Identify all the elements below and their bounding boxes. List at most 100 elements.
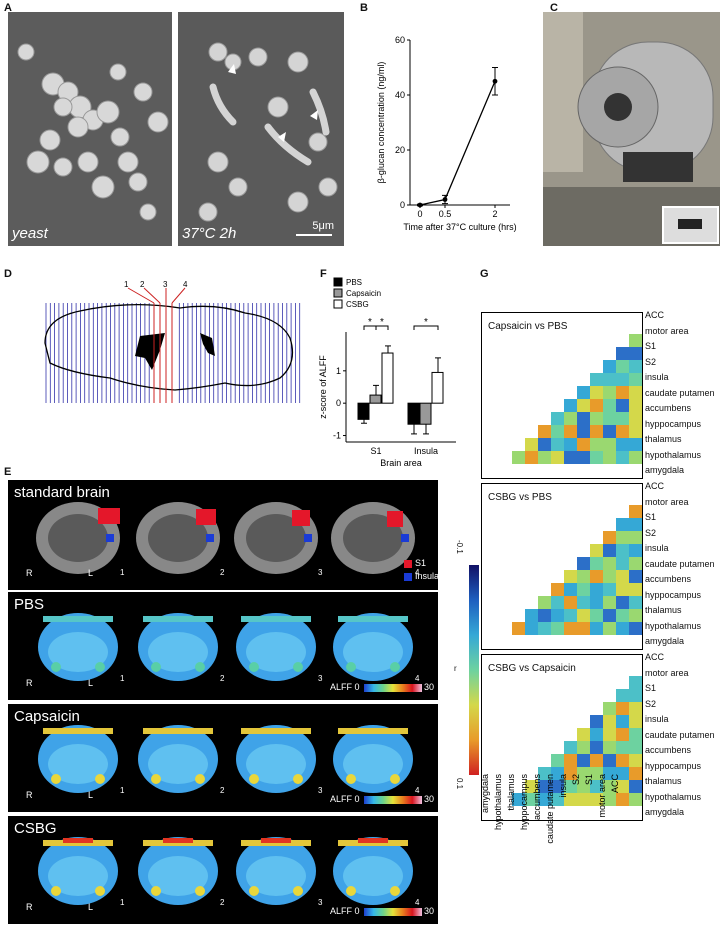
- e-side-l: L: [88, 678, 94, 688]
- panel-label-a: A: [4, 2, 12, 14]
- g-row-label: ACC: [645, 310, 665, 320]
- b-xtick: 0.5: [439, 209, 452, 219]
- e-cb-label: ALFF 0: [330, 906, 360, 916]
- panel-label-f: F: [320, 268, 327, 280]
- e-slice-number: 1: [120, 674, 125, 683]
- f-bar: [357, 402, 370, 420]
- e-cb-max: 30: [424, 682, 435, 692]
- e-row-title: PBS: [14, 596, 45, 613]
- g-row-label: S1: [645, 341, 657, 351]
- b-ytick: 0: [400, 200, 405, 210]
- b-xtick: 0: [417, 209, 422, 219]
- g-matrix-1: CSBG vs PBS: [481, 483, 643, 650]
- g-row-label: amygdala: [645, 636, 685, 646]
- e-slice-number: 2: [220, 786, 225, 795]
- hyphae-caption: 37°C 2h: [182, 225, 237, 242]
- g-row-label: insula: [645, 372, 669, 382]
- b-point: [492, 78, 498, 84]
- panel-label-c: C: [550, 2, 558, 14]
- g-col-label: motor area: [597, 774, 607, 818]
- r-colorbar-bottom-label: 0.1: [455, 778, 464, 790]
- e-side-r: R: [26, 568, 33, 578]
- e-slice-number: 3: [318, 568, 323, 577]
- g-row-label: hypothalamus: [645, 791, 702, 802]
- e-cb-max: 30: [424, 794, 435, 804]
- g-col-label: hypothalamus: [493, 774, 503, 831]
- b-ytick: 20: [395, 145, 405, 155]
- e-slice-number: 4: [415, 898, 420, 907]
- f-significance: *: [380, 317, 384, 328]
- f-ylabel: z-score of ALFF: [318, 355, 328, 419]
- f-legend-label: Capsaicin: [346, 289, 381, 298]
- e-side-l: L: [88, 902, 94, 912]
- b-series-line: [419, 80, 496, 206]
- f-ytick: -1: [333, 431, 341, 441]
- g-row-label: caudate putamen: [645, 558, 715, 569]
- g-col-label: accumbens: [532, 774, 542, 821]
- f-legend-swatch: [333, 288, 343, 298]
- e-slice-number: 4: [415, 786, 420, 795]
- g-row-label: thalamus: [645, 434, 682, 444]
- f-bar: [407, 402, 420, 425]
- r-colorbar: [469, 565, 479, 775]
- f-xlabel: Brain area: [380, 458, 422, 468]
- e-legend-insula: Insula: [415, 571, 440, 581]
- g-col-label: amygdala: [480, 774, 490, 813]
- e-side-r: R: [26, 678, 33, 688]
- panel-label-d: D: [4, 268, 12, 280]
- g-matrix-title: CSBG vs Capsaicin: [488, 663, 576, 674]
- e-slice-number: 1: [120, 786, 125, 795]
- g-row-label: ACC: [645, 481, 665, 491]
- b-point: [442, 197, 448, 202]
- e-slice-number: 2: [220, 898, 225, 907]
- b-ytick: 60: [395, 35, 405, 45]
- e-slice-number: 2: [220, 674, 225, 683]
- e-row-3: CSBG R L 1 2 3 4 ALFF 0 30: [8, 816, 438, 924]
- g-row-label: hyppocampus: [645, 589, 702, 600]
- d-slice-1: 1: [124, 280, 129, 289]
- g-col-label: S1: [584, 774, 594, 785]
- b-ytick: 40: [395, 90, 405, 100]
- g-row-label: S2: [645, 698, 657, 709]
- e-slice-number: 1: [120, 898, 125, 907]
- sem-hyphae-image: 37°C 2h 5μm: [178, 12, 344, 246]
- f-significance: *: [368, 317, 372, 328]
- g-row-label: amygdala: [645, 807, 685, 817]
- g-row-label: motor area: [645, 496, 689, 507]
- e-cb-label: ALFF 0: [330, 794, 360, 804]
- sagittal-brain-diagram: 1 2 3 4: [44, 280, 301, 403]
- g-col-label: thalamus: [506, 774, 516, 811]
- g-row-label: thalamus: [645, 605, 682, 615]
- g-row-label: hypothalamus: [645, 449, 702, 460]
- e-row-0: standard brain R L 1 2 3 4 S1 Insula: [8, 480, 440, 590]
- f-legend-label: CSBG: [346, 300, 369, 309]
- g-row-label: hyppocampus: [645, 418, 702, 429]
- f-xtick: Insula: [414, 446, 438, 456]
- e-slice-number: 3: [318, 898, 323, 907]
- g-row-label: hypothalamus: [645, 620, 702, 631]
- yeast-cells-drawing: [17, 43, 169, 221]
- e-row-title: standard brain: [14, 484, 110, 501]
- f-bar: [381, 352, 394, 404]
- g-row-label: caudate putamen: [645, 729, 715, 740]
- g-matrix-2: CSBG vs Capsaicin: [481, 654, 643, 821]
- panel-label-b: B: [360, 2, 368, 14]
- beta-glucan-chart: 0 20 40 60 0 0.5 2 Time after 37°C culture (hrs…: [376, 35, 517, 232]
- g-row-label: caudate putamen: [645, 387, 715, 398]
- r-colorbar-top-label: -0.1: [455, 540, 464, 554]
- b-xtick: 2: [492, 209, 497, 219]
- e-row-2: Capsaicin R L 1 2 3 4 ALFF 0 30: [8, 704, 438, 812]
- yeast-caption: yeast: [12, 225, 48, 242]
- e-slice-number: 1: [120, 568, 125, 577]
- g-row-label: S1: [645, 683, 657, 693]
- e-slice-number: 4: [415, 568, 420, 577]
- f-significance: *: [424, 317, 428, 328]
- e-side-r: R: [26, 790, 33, 800]
- f-bar: [419, 402, 432, 425]
- e-slice-number: 3: [318, 786, 323, 795]
- panel-label-g: G: [480, 268, 489, 280]
- g-row-label: motor area: [645, 325, 689, 336]
- g-row-label: S2: [645, 527, 657, 538]
- f-xtick: S1: [370, 446, 381, 456]
- g-row-label: insula: [645, 714, 669, 724]
